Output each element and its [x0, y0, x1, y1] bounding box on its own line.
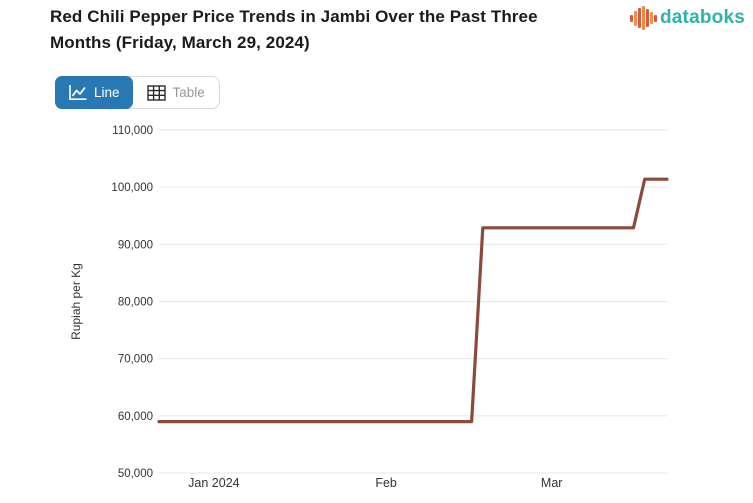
table-button-label: Table	[172, 85, 205, 100]
databoks-wordmark: databoks	[659, 7, 745, 28]
y-axis-tick-label: 110,000	[112, 125, 153, 137]
table-view-button[interactable]: Table	[132, 77, 219, 108]
y-axis-tick-label: 90,000	[118, 239, 153, 251]
logo-bar	[633, 10, 637, 26]
y-axis-tick-label: 50,000	[118, 468, 153, 480]
logo-bar	[649, 12, 653, 24]
x-axis-tick-label: Feb	[375, 476, 397, 490]
databoks-logo: databoks	[629, 4, 745, 32]
line-button-label: Line	[94, 85, 120, 100]
chart-view-toggle: Line Table	[55, 76, 220, 109]
table-grid-icon	[146, 84, 166, 101]
databoks-pulse-bars-icon	[629, 5, 657, 31]
logo-bar	[637, 8, 641, 28]
y-axis-tick-label: 70,000	[118, 354, 153, 366]
page-title: Red Chili Pepper Price Trends in Jambi O…	[50, 7, 538, 52]
price-line-series	[157, 177, 669, 424]
logo-bar	[641, 6, 645, 30]
line-view-button[interactable]: Line	[55, 76, 133, 109]
x-axis-tick-label: Mar	[541, 476, 563, 490]
chart-canvas: 50,000 60,000 70,000 80,000 90,000 100,000 110…	[69, 125, 669, 490]
x-axis-tick-label: Jan 2024	[188, 476, 239, 490]
logo-bar	[645, 9, 649, 27]
y-axis-tick-label: 100,000	[111, 182, 153, 194]
line-chart-icon	[68, 84, 87, 101]
logo-bar	[629, 14, 633, 22]
logo-bar	[653, 14, 657, 22]
price-trend-chart: 50,000 60,000 70,000 80,000 90,000 100,000 110…	[0, 115, 753, 498]
y-axis-tick-label: 60,000	[118, 411, 153, 423]
y-axis-tick-label: 80,000	[118, 297, 153, 309]
y-axis-title: Rupiah per Kg	[69, 263, 83, 340]
